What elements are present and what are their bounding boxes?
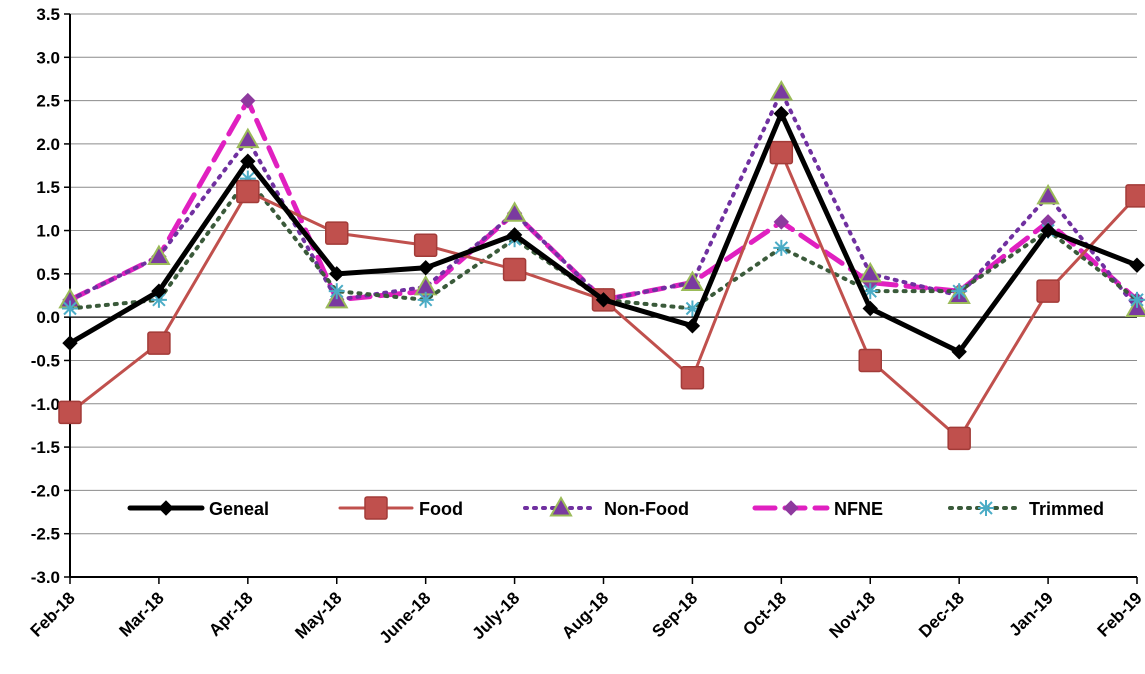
legend-marker-non-food — [549, 495, 573, 517]
data-point-nfne — [773, 214, 790, 230]
x-tick-label: Jan-19 — [1005, 588, 1057, 640]
legend-item-geneal: Geneal — [127, 499, 269, 519]
data-point-geneal — [151, 283, 167, 299]
gridlines — [70, 13, 1137, 535]
y-axis-ticks: 3.5 3.0 2.5 2.0 1.5 1.0 0.5 0.0 -0.5 -1.0 -1.5 -2.0… — [31, 5, 60, 587]
data-point-non-food — [680, 270, 705, 292]
legend-marker-food — [364, 496, 388, 520]
data-point-geneal — [329, 266, 345, 282]
data-point-non-food — [147, 244, 171, 266]
x-axis-ticks: Feb-18 Mar-18 Apr-18 May-18 June-18 July-18 Au… — [27, 588, 1145, 647]
data-point-trimmed — [417, 291, 434, 308]
x-tick-label: June-18 — [376, 588, 435, 647]
legend-item-nfne: NFNE — [752, 499, 883, 519]
x-tick-label: Mar-18 — [116, 588, 168, 640]
data-point-geneal — [773, 105, 790, 122]
data-point-food — [325, 221, 349, 245]
x-tick-label: Apr-18 — [205, 588, 257, 640]
data-point-geneal — [417, 260, 434, 276]
data-point-food — [502, 257, 527, 282]
legend-marker-trimmed — [978, 500, 994, 516]
x-tick-label: Oct-18 — [739, 588, 790, 639]
data-point-food — [58, 400, 82, 425]
y-tick-label: -0.5 — [31, 351, 60, 370]
y-tick-label: 3.0 — [36, 48, 60, 67]
y-tick-label: -2.5 — [31, 525, 60, 544]
data-point-food — [680, 366, 705, 390]
legend: Geneal Food Non-Food NFNE Trimmed — [127, 495, 1104, 520]
legend-label-trimmed: Trimmed — [1029, 499, 1104, 519]
legend-item-non-food: Non-Food — [523, 495, 689, 519]
data-point-food — [858, 348, 882, 373]
y-tick-label: 2.0 — [36, 135, 60, 154]
data-point-trimmed — [1129, 291, 1145, 308]
y-tick-label: -2.0 — [31, 481, 60, 500]
legend-marker-geneal — [158, 500, 174, 516]
legend-label-food: Food — [419, 499, 463, 519]
x-tick-label: Aug-18 — [558, 588, 612, 642]
series-geneal — [62, 105, 1145, 360]
series-line-non-food — [68, 89, 1139, 311]
x-tick-label: July-18 — [469, 588, 524, 643]
legend-item-food: Food — [338, 496, 463, 520]
legend-label-non-food: Non-Food — [604, 499, 689, 519]
series-line-geneal — [67, 111, 1140, 355]
data-point-food — [1125, 184, 1145, 208]
data-point-geneal — [506, 227, 523, 243]
y-tick-label: 3.5 — [36, 5, 60, 24]
data-point-food — [236, 179, 260, 204]
data-point-food — [947, 426, 971, 451]
data-point-geneal — [1040, 222, 1056, 239]
data-point-geneal — [862, 300, 878, 317]
data-point-food — [769, 140, 794, 165]
data-point-nfne — [240, 92, 256, 109]
data-point-non-food — [413, 274, 438, 296]
series-lines — [58, 79, 1145, 451]
data-point-non-food — [1036, 183, 1060, 205]
data-point-geneal — [951, 344, 967, 360]
data-point-geneal — [1129, 257, 1145, 273]
data-point-food — [413, 233, 438, 258]
data-point-non-food — [858, 261, 882, 283]
axes — [64, 13, 1138, 584]
legend-label-nfne: NFNE — [834, 499, 883, 519]
x-tick-label: May-18 — [291, 588, 345, 642]
legend-item-trimmed: Trimmed — [948, 499, 1104, 519]
data-point-trimmed — [951, 283, 968, 300]
y-tick-label: 1.5 — [36, 178, 60, 197]
y-tick-label: 0.0 — [36, 308, 60, 327]
data-point-food — [147, 331, 171, 355]
y-tick-label: 0.5 — [36, 265, 60, 284]
legend-marker-nfne — [783, 500, 799, 516]
data-point-trimmed — [328, 283, 345, 300]
series-line-nfne — [67, 98, 1140, 303]
data-point-non-food — [769, 79, 794, 101]
data-point-trimmed — [62, 300, 78, 317]
y-tick-label: -1.5 — [31, 438, 60, 457]
data-point-non-food — [502, 201, 527, 222]
data-point-non-food — [236, 127, 260, 149]
data-point-geneal — [684, 318, 701, 334]
y-tick-label: 2.5 — [36, 92, 60, 111]
y-tick-label: -3.0 — [31, 568, 60, 587]
legend-label-geneal: Geneal — [209, 499, 269, 519]
x-tick-label: Feb-18 — [27, 588, 79, 640]
data-point-geneal — [240, 153, 256, 169]
x-tick-label: Feb-19 — [1094, 588, 1145, 640]
y-tick-label: -1.0 — [31, 395, 60, 414]
data-point-food — [1036, 279, 1060, 303]
x-tick-label: Sep-18 — [648, 588, 701, 641]
data-point-geneal — [595, 292, 612, 308]
data-point-trimmed — [773, 239, 790, 256]
x-tick-label: Dec-18 — [915, 588, 968, 641]
x-tick-label: Nov-18 — [826, 588, 880, 642]
data-point-geneal — [62, 335, 78, 351]
y-tick-label: 1.0 — [36, 222, 60, 241]
